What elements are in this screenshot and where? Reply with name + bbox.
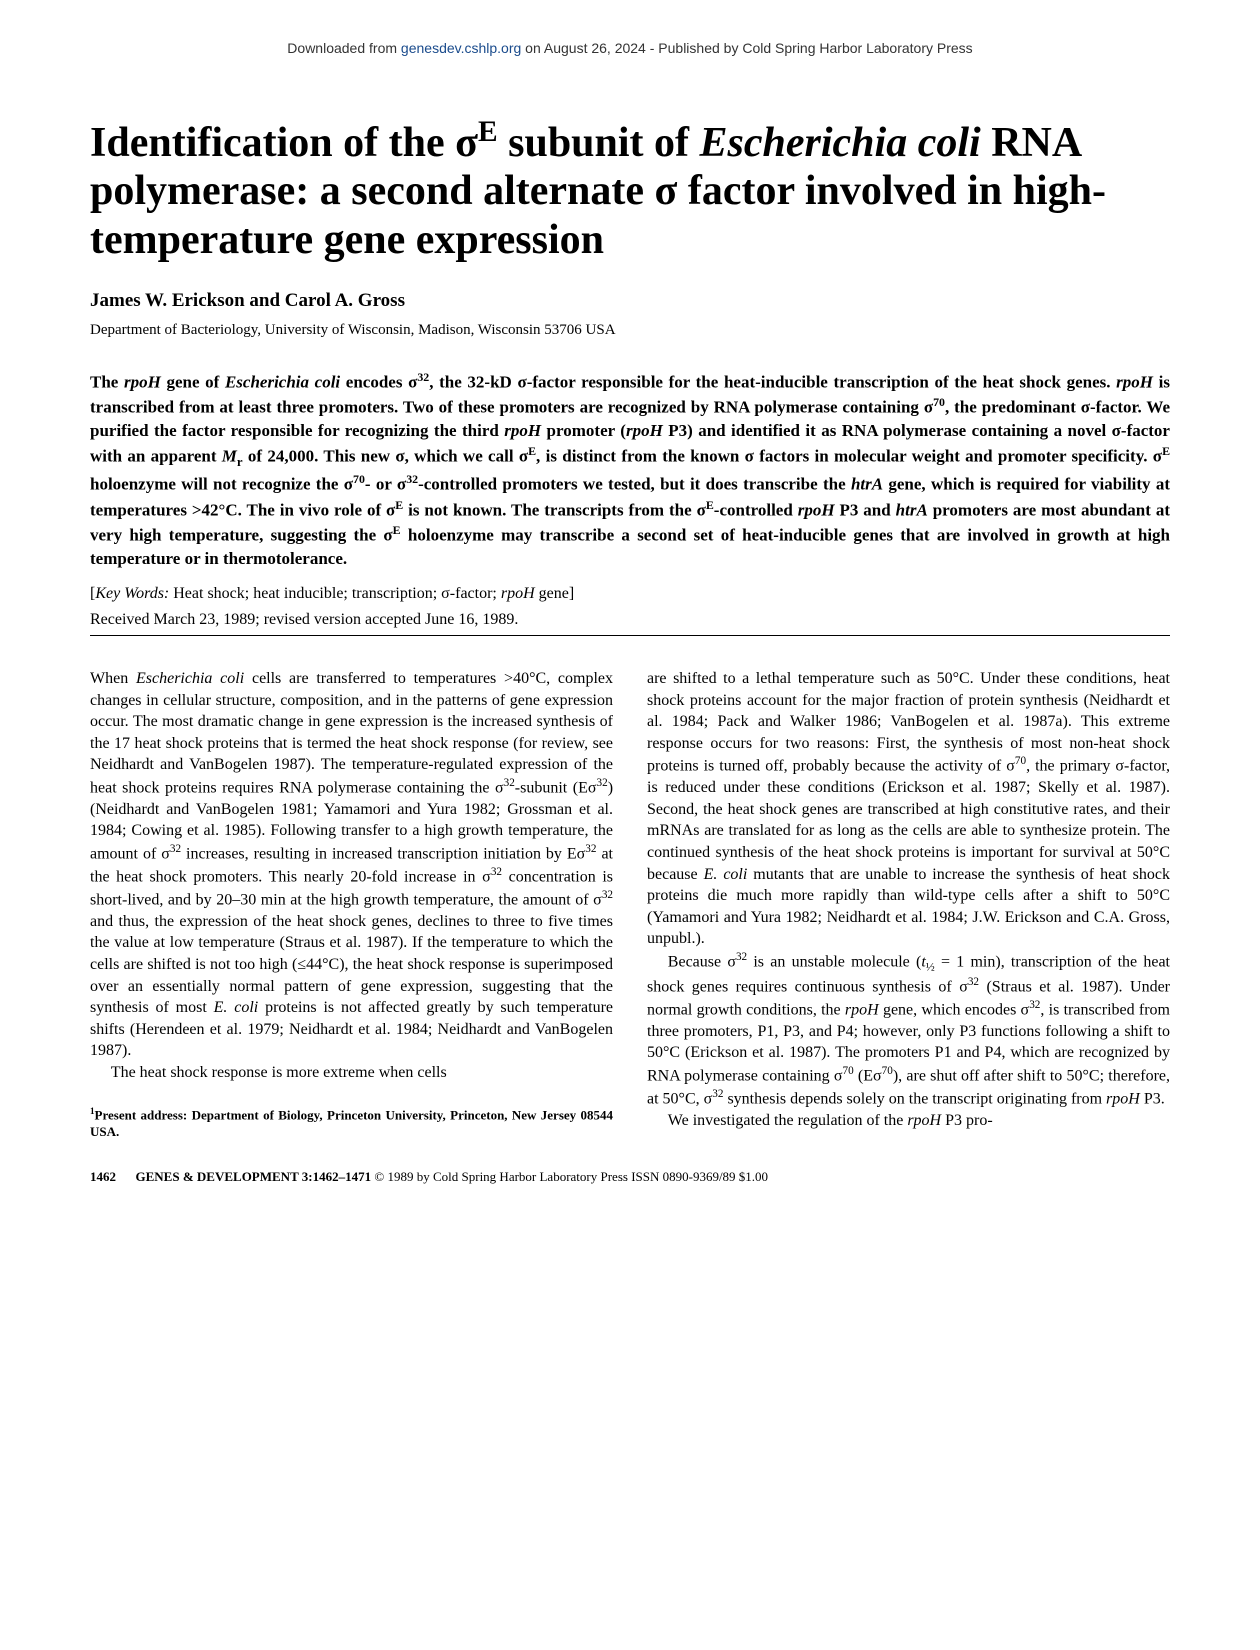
column-left: When Escherichia coli cells are transfer… <box>90 668 613 1141</box>
journal-citation: GENES & DEVELOPMENT 3:1462–1471 <box>136 1169 375 1184</box>
banner-prefix: Downloaded from <box>287 40 401 56</box>
page-footer: 1462 GENES & DEVELOPMENT 3:1462–1471 © 1… <box>90 1169 1170 1185</box>
body-paragraph: Because σ32 is an unstable molecule (t½ … <box>647 950 1170 1110</box>
copyright-line: © 1989 by Cold Spring Harbor Laboratory … <box>374 1169 768 1184</box>
affiliation: Department of Bacteriology, University o… <box>90 322 1170 339</box>
banner-link[interactable]: genesdev.cshlp.org <box>401 40 521 56</box>
body-columns: When Escherichia coli cells are transfer… <box>90 668 1170 1141</box>
abstract: The rpoH gene of Escherichia coli encode… <box>90 369 1170 571</box>
page-number: 1462 <box>90 1169 116 1184</box>
body-paragraph: We investigated the regulation of the rp… <box>647 1110 1170 1132</box>
keywords: [Key Words: Heat shock; heat inducible; … <box>90 585 1170 603</box>
download-banner: Downloaded from genesdev.cshlp.org on Au… <box>90 40 1170 56</box>
received-line: Received March 23, 1989; revised version… <box>90 611 1170 629</box>
banner-suffix: on August 26, 2024 - Published by Cold S… <box>521 40 972 56</box>
body-paragraph: The heat shock response is more extreme … <box>90 1062 613 1084</box>
section-divider <box>90 635 1170 636</box>
body-paragraph: When Escherichia coli cells are transfer… <box>90 668 613 1062</box>
body-paragraph: are shifted to a lethal temperature such… <box>647 668 1170 950</box>
column-right: are shifted to a lethal temperature such… <box>647 668 1170 1141</box>
authors: James W. Erickson and Carol A. Gross <box>90 290 1170 312</box>
article-title: Identification of the σE subunit of Esch… <box>90 116 1170 264</box>
footnote: 1Present address: Department of Biology,… <box>90 1106 613 1141</box>
